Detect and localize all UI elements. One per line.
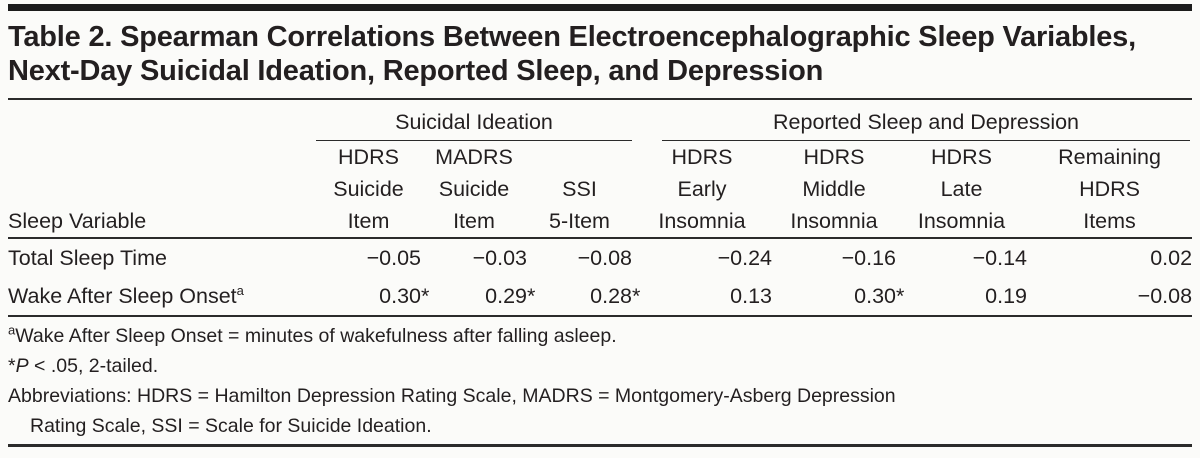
table-row-total-sleep-time: Total Sleep Time −0.05 −0.03 −0.08 −0.24… [8,238,1192,277]
value-cell: 0.29* [421,277,535,317]
correlation-value: −0.14 [972,246,1027,270]
value-cell: 0.28* [527,277,640,317]
column-header-madrs-suicide-item: MADRS Suicide Item [421,141,527,239]
top-thick-rule [8,4,1192,11]
table-row-wake-after-sleep-onset: Wake After Sleep Onseta 0.30* 0.29* 0.28… [8,277,1193,317]
value-cell: −0.08 [527,238,632,277]
value-cell: 0.02 [1027,238,1192,277]
correlation-value: −0.03 [472,246,527,270]
group-spacer [8,99,316,141]
column-header-hdrs-suicide-item: HDRS Suicide Item [316,141,421,239]
footnote-text: < .05, 2-tailed. [28,355,159,377]
value-cell: 0.30* [772,277,904,317]
correlation-value: 0.30 [854,284,896,308]
column-group-suicidal-ideation: Suicidal Ideation [316,99,632,141]
value-cell: 0.19 [896,277,1027,317]
correlation-value: 0.28 [590,284,632,308]
value-cell: −0.03 [421,238,527,277]
column-header-hdrs-middle-insomnia: HDRS Middle Insomnia [772,141,896,239]
correlation-value: −0.24 [717,246,772,270]
value-cell: 0.30* [316,277,429,317]
column-header-remaining-hdrs-items: Remaining HDRS Items [1027,141,1193,239]
significance-symbol: * [8,355,16,377]
column-group-reported-sleep-depression: Reported Sleep and Depression [632,99,1192,141]
footnote-abbreviations: Abbreviations: HDRS = Hamilton Depressio… [8,385,896,437]
correlation-value: −0.16 [841,246,896,270]
correlation-value: −0.08 [1137,284,1193,308]
table-title: Table 2. Spearman Correlations Between E… [8,21,1136,87]
footnote-significance: *P < .05, 2-tailed. [8,351,1192,381]
column-header-hdrs-late-insomnia: HDRS Late Insomnia [896,141,1027,239]
value-cell: −0.16 [772,238,896,277]
table-footnotes: aWake After Sleep Onset = minutes of wak… [8,321,1192,441]
footnote-text: Wake After Sleep Onset = minutes of wake… [15,325,617,347]
bottom-rule [8,444,1192,447]
column-header-row: Sleep Variable HDRS Suicide Item MADRS S… [8,141,1193,239]
value-cell: −0.08 [1027,277,1193,317]
correlations-table: Suicidal Ideation Reported Sleep and Dep… [8,98,1193,317]
correlation-value: 0.29 [485,284,527,308]
row-label-text: Wake After Sleep Onset [8,284,237,308]
column-header-hdrs-early-insomnia: HDRS Early Insomnia [632,141,772,239]
value-cell: −0.24 [632,238,772,277]
value-cell: −0.05 [316,238,421,277]
footnote-superscript-a: a [8,322,16,338]
correlation-value: 0.02 [1150,246,1193,270]
column-header-sleep-variable: Sleep Variable [8,141,316,239]
value-cell: −0.14 [896,238,1027,277]
value-cell: 0.13 [632,277,772,317]
correlation-value: 0.30 [379,284,421,308]
row-label-text: Total Sleep Time [8,246,167,270]
column-group-label: Suicidal Ideation [316,100,632,141]
correlation-value: −0.08 [577,246,632,270]
column-header-ssi-5-item: SSI 5-Item [527,141,632,239]
correlation-value: 0.13 [730,284,772,308]
column-group-row: Suicidal Ideation Reported Sleep and Dep… [8,99,1192,141]
correlation-value: 0.19 [985,284,1027,308]
footnote-wake-definition: aWake After Sleep Onset = minutes of wak… [8,321,1192,351]
row-label: Total Sleep Time [8,238,316,277]
correlation-value: −0.05 [366,246,421,270]
p-symbol: P [15,355,29,377]
row-label: Wake After Sleep Onseta [8,277,316,317]
row-label-superscript: a [236,282,244,298]
column-group-label: Reported Sleep and Depression [662,100,1191,141]
